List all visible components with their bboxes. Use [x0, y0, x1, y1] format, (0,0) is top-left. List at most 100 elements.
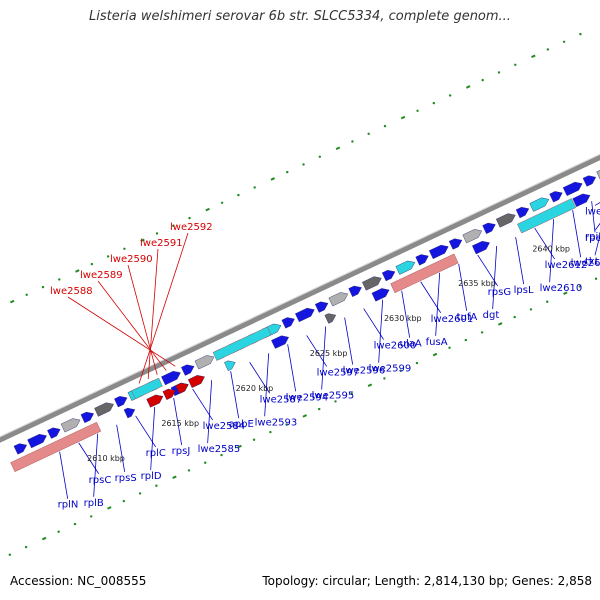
guide-dot: [514, 63, 517, 66]
rrna-block: [390, 253, 459, 294]
gene-label: rplN: [58, 500, 79, 511]
guide-dot: [285, 423, 288, 426]
gene-label: lwe2612: [545, 260, 588, 271]
tick-mark: [335, 146, 341, 151]
leader-line: [591, 201, 596, 233]
kbp-scale: 2610 kbp 2615 kbp 2620 kbp 2625 kbp 2630 kbp…: [87, 244, 570, 463]
gene-arrow: [428, 244, 449, 260]
guide-dot: [481, 78, 484, 82]
gene-label: rpsC: [89, 475, 112, 486]
guide-dot: [58, 278, 61, 281]
guide-dot: [187, 469, 191, 472]
gene-label: rpsS: [115, 473, 137, 484]
gene-label: lwe2584: [203, 421, 246, 432]
leader-line: [78, 442, 100, 474]
leader-line: [150, 406, 156, 471]
leader-line: [321, 326, 327, 390]
guide-dot: [252, 438, 256, 441]
gene-label: lwe2593: [255, 417, 298, 428]
guide-dot: [90, 262, 94, 266]
leader-line: [135, 415, 157, 448]
gene-arrow: [529, 197, 550, 212]
tick-mark: [497, 322, 503, 326]
gene-label: lwe2610: [540, 283, 583, 294]
kbp-label: 2640 kbp: [532, 244, 570, 253]
guide-dot: [383, 124, 387, 128]
guide-dot: [57, 530, 60, 533]
gene-label: lwe2589: [80, 270, 123, 281]
leader-line: [363, 308, 384, 340]
guide-dot: [237, 193, 240, 197]
gene-arrow: [362, 276, 382, 291]
gene-arrow: [472, 240, 490, 255]
guide-dot: [138, 492, 142, 495]
gene-arrow: [324, 313, 337, 324]
kbp-label: 2620 kbp: [236, 384, 274, 393]
kbp-label: 2635 kbp: [458, 279, 496, 288]
gene-label: rpiB: [585, 231, 600, 242]
guide-dot: [579, 32, 582, 36]
leader-line: [173, 397, 183, 446]
guide-dot: [480, 331, 484, 334]
guide-dot: [220, 201, 224, 204]
leader-line: [67, 296, 176, 367]
tick-mark: [41, 536, 47, 541]
guide-dot: [172, 224, 175, 227]
gene-label: ulaA: [400, 339, 422, 350]
gene-label: lwe2597: [317, 367, 360, 378]
gene-label: apbE: [229, 419, 254, 430]
backbone-highlight: [0, 153, 600, 438]
guide-dot: [383, 377, 386, 380]
kbp-label: 2625 kbp: [310, 349, 348, 358]
guide-dot: [448, 94, 452, 97]
kbp-label: 2610 kbp: [87, 454, 125, 463]
gene-arrow: [462, 229, 483, 244]
gene-label: rplB: [84, 498, 104, 509]
guide-dot: [497, 71, 501, 74]
leader-line: [264, 353, 270, 417]
gene-label: lwe2592: [170, 222, 213, 233]
highlight-gene-arrow: [162, 388, 176, 400]
gene-label: lwe2588: [50, 286, 93, 297]
backbone-line: [0, 154, 600, 443]
tick-mark: [465, 85, 471, 89]
gene-label: lwe2591: [140, 238, 183, 249]
gene-arrow: [13, 443, 28, 455]
gene-label: lwe2600: [374, 341, 417, 352]
accession-text: Accession: NC_008555: [10, 574, 147, 588]
leader-line: [230, 371, 240, 419]
gene-label: lwe2587: [260, 394, 303, 405]
guide-dot: [253, 186, 256, 189]
leader-line: [249, 362, 271, 394]
guide-dot: [318, 407, 321, 411]
gene-arrow: [181, 364, 195, 376]
leader-line: [594, 202, 600, 206]
guide-dot: [334, 400, 337, 403]
gene-arrow: [94, 402, 114, 417]
gene-label: lpsL: [514, 285, 534, 296]
gene-arrow: [415, 254, 429, 266]
guide-dot: [578, 285, 582, 288]
gene-arrow: [596, 169, 600, 180]
gene-arrow: [562, 181, 583, 196]
leader-line: [420, 281, 441, 313]
gene-label: rplD: [141, 471, 162, 482]
gene-label: tkt: [585, 256, 599, 267]
guide-dot: [122, 499, 126, 503]
tick-mark: [107, 506, 112, 510]
gene-label: lwe2596: [343, 366, 386, 377]
tick-mark: [172, 475, 177, 479]
gene-arrow: [482, 222, 496, 234]
tick-mark: [9, 299, 15, 304]
guide-dot: [155, 484, 158, 487]
leader-line: [287, 344, 297, 392]
gene-arrow: [371, 288, 390, 302]
guide-dot: [123, 247, 126, 250]
leader-line: [435, 272, 441, 336]
gene-arrow: [80, 411, 95, 424]
gene-arrow: [47, 427, 61, 439]
cyan-block: [212, 326, 272, 361]
guide-dot: [351, 140, 354, 143]
tick-mark: [205, 207, 210, 212]
leader-line: [515, 236, 525, 285]
